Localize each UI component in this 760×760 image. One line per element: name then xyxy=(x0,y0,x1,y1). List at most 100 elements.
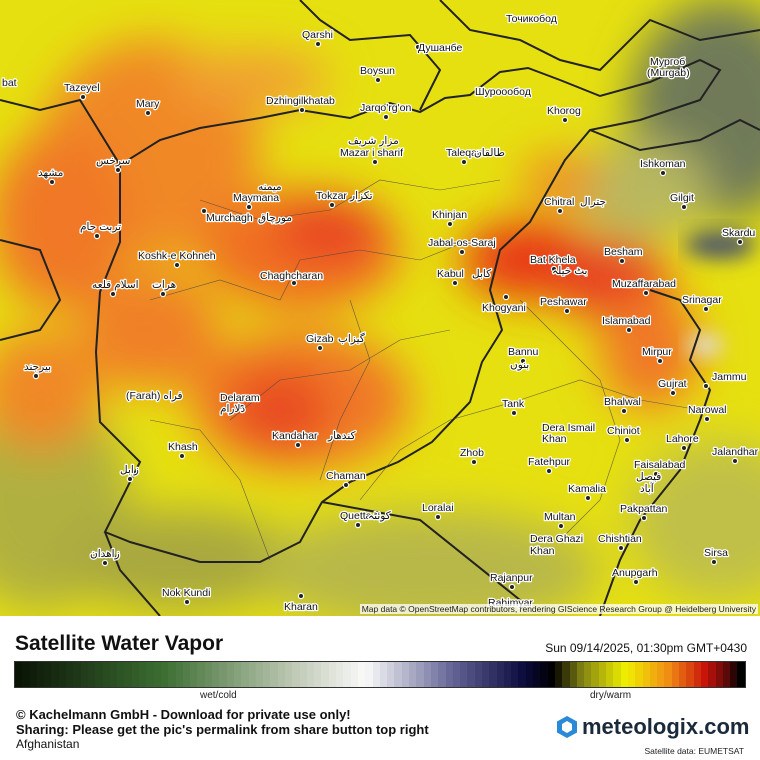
place-label: Chitral xyxy=(544,196,574,208)
place-dot xyxy=(173,261,181,269)
place-dot xyxy=(451,279,459,287)
scale-swatch xyxy=(36,662,45,687)
sharing-note: Sharing: Please get the pic's permalink … xyxy=(16,722,429,737)
place-label: Kandahar xyxy=(272,430,318,442)
place-label: Koshk-e Kohneh xyxy=(138,250,216,262)
place-label: Boysun xyxy=(360,65,395,77)
place-label: Chaghcharan xyxy=(260,270,323,282)
place-dot xyxy=(731,457,739,465)
place-label: آباد xyxy=(640,482,655,495)
place-label: Gilgit xyxy=(670,192,694,204)
place-dot xyxy=(371,158,379,166)
scale-swatch xyxy=(204,662,213,687)
scale-swatch xyxy=(336,662,344,687)
scale-swatch xyxy=(679,662,687,687)
place-label: bat xyxy=(2,77,17,89)
scale-swatch xyxy=(409,662,417,687)
legend-high: dry/warm xyxy=(590,690,632,701)
scale-swatch xyxy=(452,662,461,687)
place-label: (Farah) فراه xyxy=(126,390,183,402)
place-label: Quetta xyxy=(340,510,372,522)
place-label: Khinjan xyxy=(432,209,467,221)
place-label: Narowal xyxy=(688,404,727,416)
place-label: Jabal-os-Saraj xyxy=(428,237,496,249)
brand[interactable]: meteologix.com xyxy=(556,714,749,740)
place-label: Душанбе xyxy=(418,42,463,54)
scale-swatch xyxy=(15,662,23,687)
scale-swatch xyxy=(445,662,453,687)
place-label: Mazar i sharif xyxy=(340,147,403,159)
scale-swatch xyxy=(642,662,650,687)
place-label: Dera Ismail xyxy=(542,422,595,434)
scale-swatch xyxy=(533,662,541,687)
place-label: سرخس xyxy=(96,155,130,167)
scale-swatch xyxy=(562,662,570,687)
scale-swatch xyxy=(29,662,37,687)
place-label: کابل xyxy=(472,268,491,280)
place-label: Sirsa xyxy=(704,547,728,559)
place-dot xyxy=(642,289,650,297)
timestamp: Sun 09/14/2025, 01:30pm GMT+0430 xyxy=(545,641,747,655)
place-label: Rajanpur xyxy=(490,572,533,584)
place-dot xyxy=(144,109,152,117)
place-label: Tazeyel xyxy=(64,82,100,94)
place-label: Kabul xyxy=(437,268,464,280)
place-label: تکزار xyxy=(349,190,373,202)
scale-swatch xyxy=(591,662,599,687)
scale-swatch xyxy=(467,662,475,687)
place-label: Kamalia xyxy=(568,483,606,495)
scale-swatch xyxy=(394,662,402,687)
place-dot xyxy=(460,158,468,166)
scale-swatch xyxy=(722,662,731,687)
place-dot xyxy=(545,467,553,475)
place-dot xyxy=(561,116,569,124)
place-label: گیزاب xyxy=(338,332,365,345)
place-dot xyxy=(510,409,518,417)
place-label: Dzhingilkhatab xyxy=(266,95,335,107)
place-dot xyxy=(508,583,516,591)
place-dot xyxy=(632,578,640,586)
place-label: دلارام xyxy=(220,403,245,415)
scale-swatch xyxy=(554,662,563,687)
place-label: Jalandhar xyxy=(712,446,759,458)
scale-swatch xyxy=(241,662,249,687)
scale-swatch xyxy=(117,662,125,687)
place-label: Islamabad xyxy=(602,315,651,327)
place-dot xyxy=(328,201,336,209)
place-dot xyxy=(159,290,167,298)
place-label: Zhob xyxy=(460,447,484,459)
scale-swatch xyxy=(270,662,278,687)
place-dot xyxy=(297,592,305,600)
place-dot xyxy=(294,441,302,449)
place-dot xyxy=(245,203,253,211)
place-dot xyxy=(563,307,571,315)
scale-swatch xyxy=(379,662,388,687)
place-label: Dera Ghazi xyxy=(530,533,583,545)
place-dot xyxy=(374,76,382,84)
place-label: Mirpur xyxy=(642,346,672,358)
scale-swatch xyxy=(387,662,395,687)
place-label: Tokzar xyxy=(316,190,347,202)
place-dot xyxy=(640,514,648,522)
scale-swatch xyxy=(168,662,176,687)
scale-swatch xyxy=(51,662,59,687)
scale-swatch xyxy=(525,662,534,687)
place-dot xyxy=(48,178,56,186)
place-dot xyxy=(703,415,711,423)
place-dot xyxy=(382,113,390,121)
copyright: © Kachelmann GmbH - Download for private… xyxy=(16,707,351,722)
place-dot xyxy=(354,521,362,529)
scale-swatch xyxy=(503,662,512,687)
place-dot xyxy=(32,372,40,380)
scale-swatch xyxy=(540,662,548,687)
place-dot xyxy=(446,220,454,228)
scale-swatch xyxy=(87,662,96,687)
place-label: زاهدان xyxy=(90,548,120,560)
place-label: Bat Khela xyxy=(530,254,576,266)
place-dot xyxy=(342,481,350,489)
scale-swatch xyxy=(321,662,329,687)
scale-swatch xyxy=(635,662,643,687)
place-label: بیرجند xyxy=(24,361,51,373)
place-label: Chishtian xyxy=(598,533,642,545)
